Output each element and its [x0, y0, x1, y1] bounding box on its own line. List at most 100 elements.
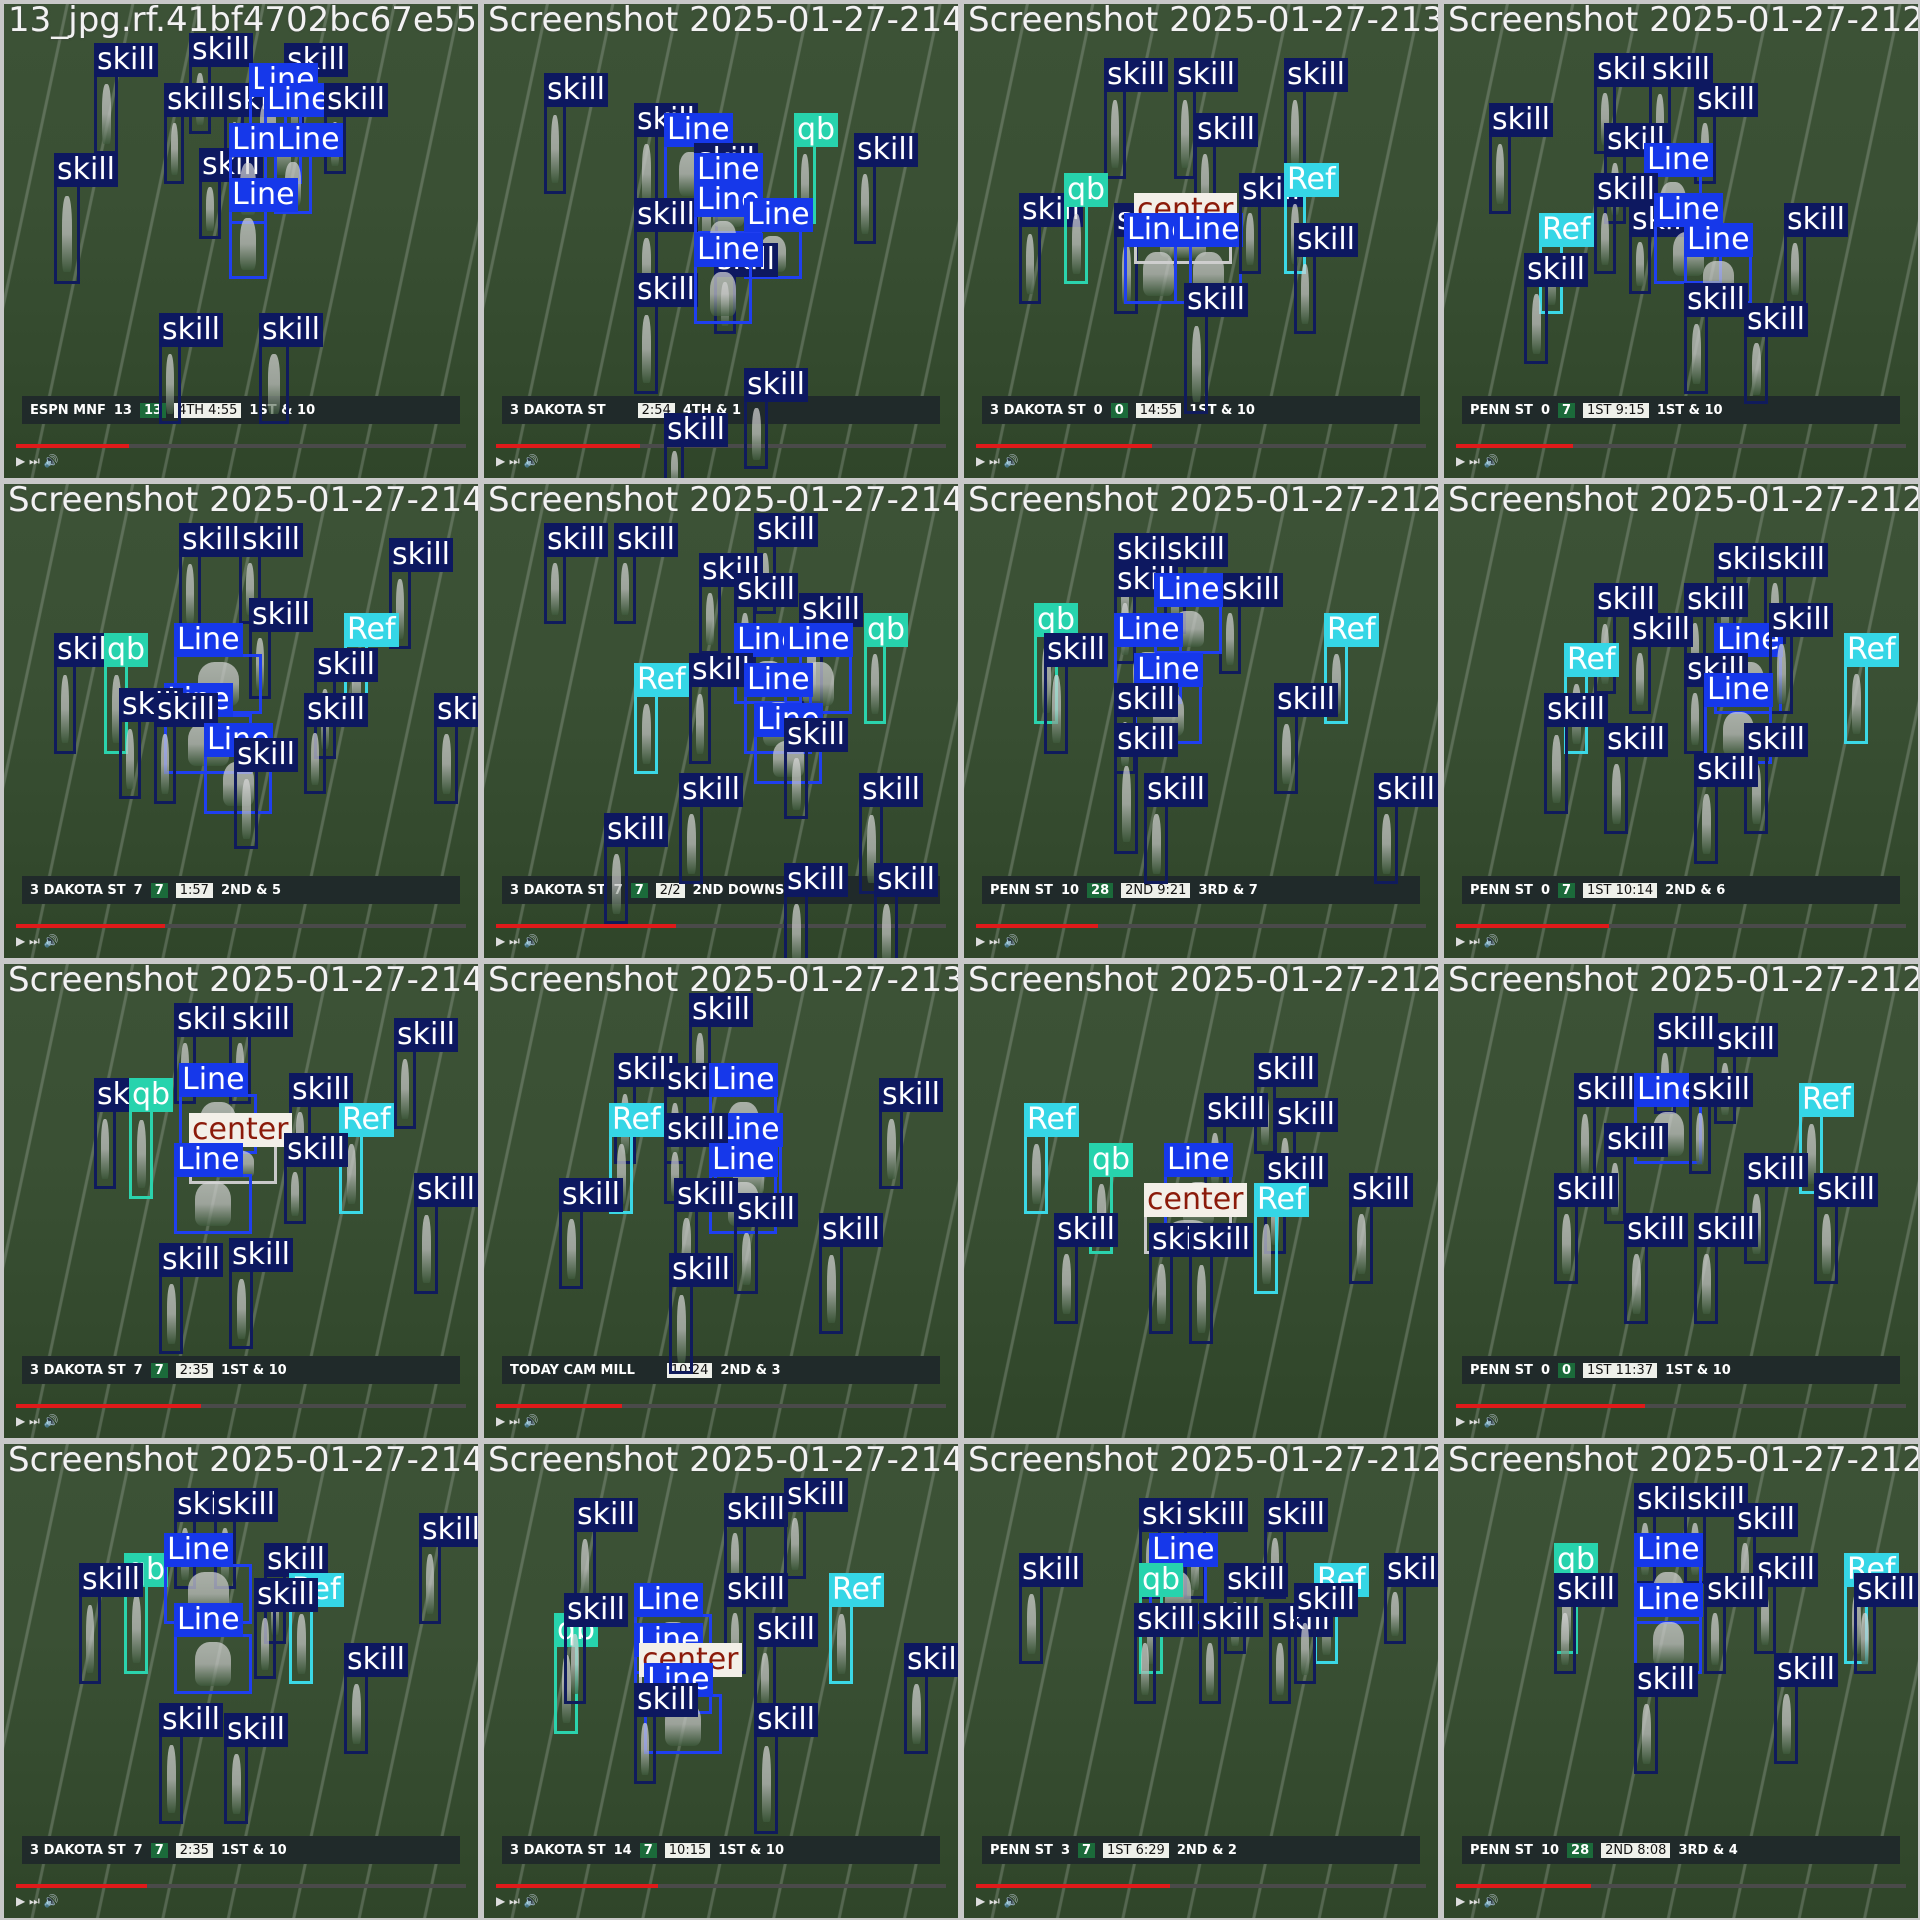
detection-label: skill [744, 368, 809, 402]
player-figure [1181, 100, 1189, 168]
video-progress-bar[interactable] [496, 1404, 946, 1408]
detection-label: Line [1684, 223, 1753, 257]
player-figure [1806, 1124, 1816, 1184]
player-figure [826, 1255, 836, 1323]
player-figure [1691, 324, 1701, 384]
detection-label: Line [1149, 1533, 1218, 1567]
video-progress-bar[interactable] [976, 1884, 1426, 1888]
score-b: 0 [1110, 402, 1128, 418]
player-figure [1246, 213, 1254, 265]
detection-box-skill: skill [819, 1213, 884, 1334]
detection-label: skill [879, 1078, 944, 1112]
detection-box-skill: skill [1199, 1603, 1264, 1704]
detection-box-skill: skill [1814, 1173, 1879, 1284]
video-controls[interactable]: ▶ ⏭ 🔊 [16, 454, 59, 468]
video-progress-bar[interactable] [16, 1404, 466, 1408]
player-figure [731, 1613, 739, 1665]
detection-label: skill [54, 153, 119, 187]
score-b: 7 [1557, 402, 1576, 418]
player-figure [101, 84, 111, 144]
detection-box-skill: skill [1774, 1653, 1839, 1764]
player-figure [836, 1614, 846, 1674]
player-figure [206, 187, 214, 231]
player-figure [62, 196, 72, 272]
detection-label: skill [324, 83, 389, 117]
detection-box-ref: Ref [634, 663, 689, 774]
video-controls[interactable]: ▶ ⏭ 🔊 [16, 1894, 59, 1908]
detection-label: skill [229, 1238, 294, 1272]
detection-box-skill: skill [264, 1543, 329, 1644]
detection-box-skill: skill [1019, 193, 1084, 304]
detection-label: skill [1524, 253, 1589, 287]
player-figure [261, 1618, 269, 1670]
detection-box-skill: skill [1284, 58, 1349, 179]
video-progress-bar[interactable] [16, 1884, 466, 1888]
video-controls[interactable]: ▶ ⏭ 🔊 [976, 454, 1019, 468]
detection-label: skill [1174, 58, 1239, 92]
video-controls[interactable]: ▶ ⏭ 🔊 [496, 934, 539, 948]
video-progress-bar[interactable] [1456, 444, 1906, 448]
video-controls[interactable]: ▶ ⏭ 🔊 [1456, 934, 1499, 948]
video-controls[interactable]: ▶ ⏭ 🔊 [1456, 454, 1499, 468]
video-controls[interactable]: ▶ ⏭ 🔊 [496, 454, 539, 468]
player-figure [1061, 1254, 1071, 1314]
video-controls[interactable]: ▶ ⏭ 🔊 [1456, 1894, 1499, 1908]
detection-box-skill: skill [904, 1643, 958, 1754]
detection-box-skill: skill [94, 43, 159, 154]
tile-title: Screenshot 2025-01-27-212 [968, 484, 1438, 520]
video-controls[interactable]: ▶ ⏭ 🔊 [16, 1414, 59, 1428]
detection-box-line: Line [174, 1603, 252, 1694]
video-controls[interactable]: ▶ ⏭ 🔊 [16, 934, 59, 948]
score-b: 0 [1557, 1362, 1576, 1378]
player-figure [1281, 724, 1291, 784]
detection-label: skill [1629, 613, 1694, 647]
video-progress-bar[interactable] [1456, 1404, 1906, 1408]
video-controls[interactable]: ▶ ⏭ 🔊 [1456, 1414, 1499, 1428]
detection-box-ref: Ref [1254, 1183, 1309, 1294]
tile-title: Screenshot 2025-01-27-212 [968, 1444, 1438, 1480]
video-progress-bar[interactable] [16, 444, 466, 448]
detection-label: skill [634, 273, 699, 307]
video-controls[interactable]: ▶ ⏭ 🔊 [496, 1894, 539, 1908]
detection-box-skill: skill [1694, 1213, 1759, 1324]
video-progress-bar[interactable] [976, 924, 1426, 928]
video-progress-bar[interactable] [976, 444, 1426, 448]
video-progress-bar[interactable] [1456, 1884, 1906, 1888]
score-a: 7 [133, 882, 143, 898]
video-progress-bar[interactable] [496, 924, 946, 928]
detection-box-ref: Ref [829, 1573, 884, 1684]
team-a: PENN ST [990, 1842, 1053, 1858]
detection-label: skill [179, 523, 244, 557]
detection-label: Ref [1539, 213, 1594, 247]
detection-label: skill [94, 43, 159, 77]
player-figure [581, 1539, 589, 1599]
detection-label: skill [854, 133, 919, 167]
score-b: 7 [1557, 882, 1576, 898]
down-distance: 1ST & 10 [249, 402, 316, 418]
detection-box-qb: qb [864, 613, 909, 724]
detection-box-skill: skill [249, 598, 314, 699]
detection-box-skill: skill [1744, 1153, 1809, 1264]
detection-label: qb [1139, 1563, 1184, 1597]
detection-label: skill [1144, 773, 1209, 807]
detection-label: skill [1814, 1173, 1879, 1207]
player-figure [1291, 100, 1299, 168]
video-progress-bar[interactable] [496, 1884, 946, 1888]
video-progress-bar[interactable] [16, 924, 466, 928]
video-progress-bar[interactable] [1456, 924, 1906, 928]
detection-box-ref: Ref [1799, 1083, 1854, 1194]
player-figure [761, 1653, 769, 1705]
video-controls[interactable]: ▶ ⏭ 🔊 [976, 1894, 1019, 1908]
video-controls[interactable]: ▶ ⏭ 🔊 [496, 1414, 539, 1428]
detection-box-skill: skill [1194, 113, 1259, 224]
detection-label: skill [754, 1613, 819, 1647]
detection-box-ref: Ref [339, 1103, 394, 1214]
detection-label: Line [744, 198, 813, 232]
video-controls[interactable]: ▶ ⏭ 🔊 [976, 934, 1019, 948]
detection-label: skill [314, 648, 379, 682]
scoreboard-bar: PENN ST 3 7 1ST 6:29 2ND & 2 [982, 1836, 1420, 1864]
team-a: PENN ST [1470, 402, 1533, 418]
detection-box-skill: skill [284, 1133, 349, 1224]
detection-box-skill: skill [734, 1193, 799, 1294]
